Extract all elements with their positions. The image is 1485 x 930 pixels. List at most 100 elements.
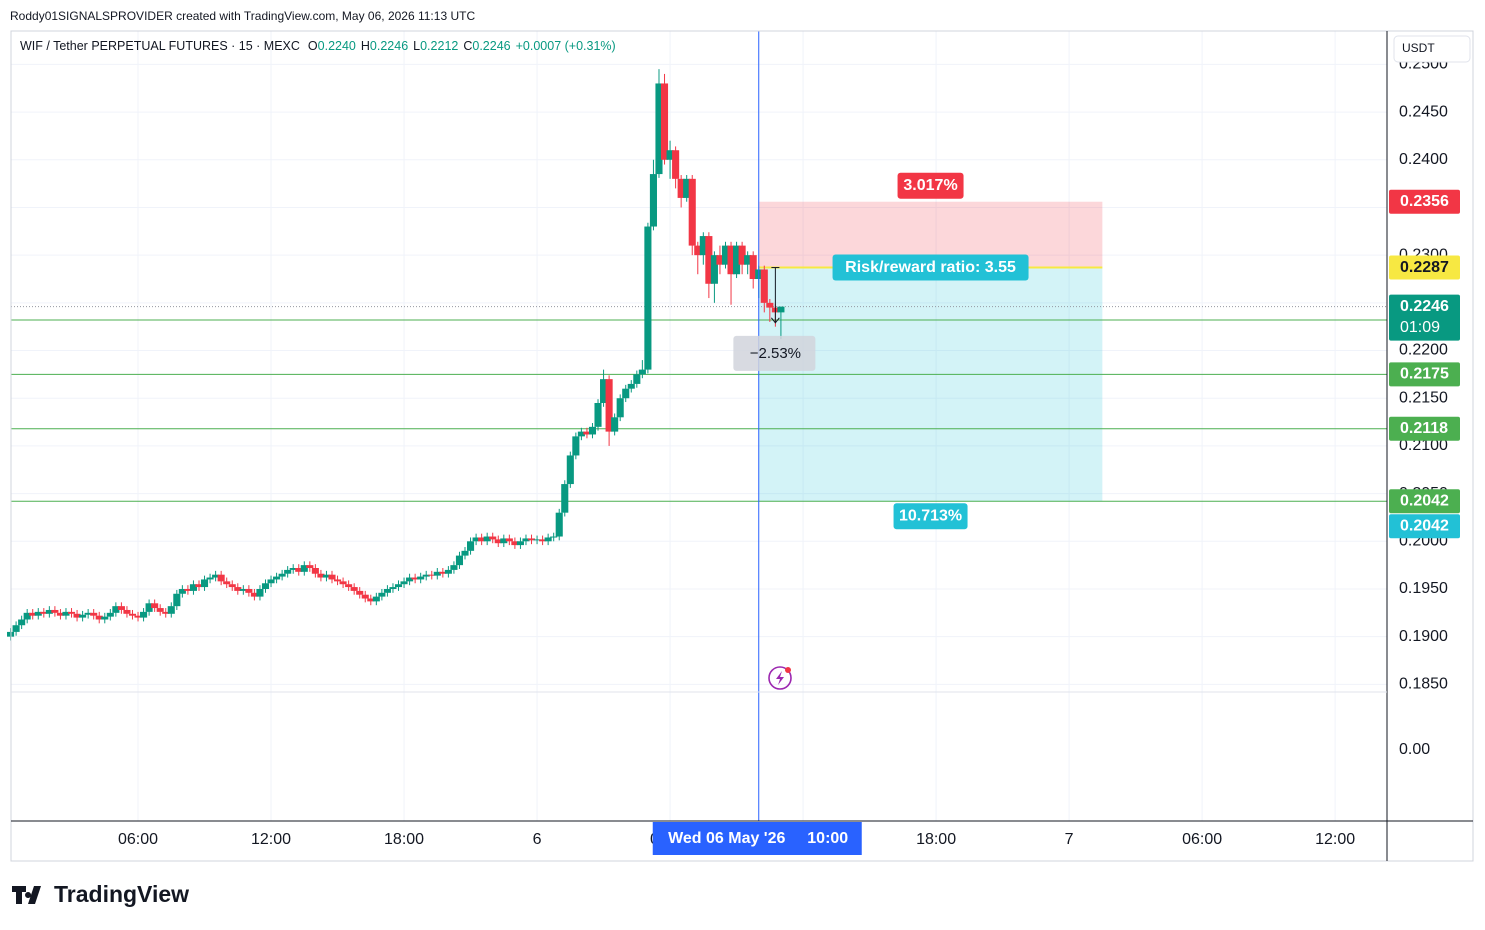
price-badge: [1389, 255, 1460, 280]
candle-body: [533, 539, 541, 541]
candle-body: [411, 577, 419, 580]
candle-body: [195, 584, 203, 588]
position-label: Risk/reward ratio: 3.55: [845, 259, 1016, 276]
ohlc-key: C: [463, 39, 472, 53]
y-tick-label: 0.1900: [1399, 628, 1448, 645]
candle-body: [84, 612, 92, 615]
candle-body: [311, 568, 319, 574]
candle-body: [588, 426, 597, 435]
candle-body: [45, 609, 53, 614]
x-tick-label: 12:00: [1315, 831, 1355, 848]
ohlc-value: 0.2246: [370, 39, 408, 53]
price-badge-label: 0.2175: [1400, 366, 1449, 383]
candle-body: [178, 588, 186, 594]
candle-body: [611, 417, 619, 432]
candle-body: [361, 594, 369, 599]
target-zone: [758, 267, 1103, 502]
price-badge: [1389, 189, 1460, 214]
candle-body: [566, 455, 574, 485]
brand: TradingView: [54, 881, 189, 907]
candle-body: [627, 383, 635, 389]
candle-body: [694, 245, 702, 256]
watermark: Roddy01SIGNALSPROVIDER created with Trad…: [10, 9, 475, 23]
x-tick-label: 06:00: [118, 831, 158, 848]
candle-body: [688, 178, 696, 246]
current-price-label: 0.2246: [1400, 298, 1449, 315]
candle-body: [555, 512, 563, 537]
alert-icon[interactable]: [768, 666, 792, 690]
candle-body: [394, 584, 403, 588]
candle-body: [184, 588, 192, 591]
candle-body: [439, 571, 447, 574]
ohlc-value: 0.2212: [420, 39, 458, 53]
candle-body: [450, 565, 458, 570]
candle-body: [339, 581, 347, 585]
candle-body: [572, 436, 580, 456]
candle-body: [561, 484, 569, 513]
candle-body: [489, 536, 497, 540]
price-badge-label: 0.2118: [1400, 420, 1448, 437]
candle-body: [317, 573, 325, 578]
candle-body: [733, 245, 741, 275]
candle-body: [300, 565, 308, 572]
ohlc-key: L: [413, 39, 420, 53]
x-tick-label: 12:00: [251, 831, 291, 848]
price-badge-label: 0.2042: [1400, 492, 1449, 509]
candle-body: [167, 606, 175, 614]
candle-body: [705, 236, 713, 284]
candle-body: [699, 236, 707, 256]
candle-body: [322, 574, 331, 578]
candle-body: [522, 538, 530, 542]
candle-body: [162, 611, 170, 614]
candle-body: [256, 588, 264, 597]
candle-body: [245, 588, 253, 593]
change: +0.0007 (+0.31%): [516, 39, 616, 53]
y-tick-label: 0.2100: [1399, 437, 1448, 454]
x-tick-label: 18:00: [916, 831, 956, 848]
y-tick-label: 0.00: [1399, 741, 1430, 758]
candle-body: [356, 590, 364, 595]
candle-body: [51, 609, 59, 613]
candle-body: [494, 539, 502, 544]
candle-body: [372, 596, 380, 602]
candle-body: [660, 83, 669, 160]
candle-body: [505, 538, 513, 542]
candle-body: [228, 584, 236, 588]
candle-body: [594, 402, 602, 427]
price-badge: [1389, 416, 1460, 441]
measure-arrow: [770, 317, 780, 324]
candle-body: [123, 609, 131, 614]
price-badge-label: 0.2356: [1400, 193, 1449, 210]
candle-body: [577, 431, 585, 437]
candle-body: [710, 255, 718, 284]
candle-body: [727, 245, 735, 275]
candle-body: [655, 83, 663, 175]
candle-body: [527, 538, 536, 541]
candle-body: [644, 226, 652, 370]
candle-body: [284, 569, 292, 574]
price-badge-label: 0.2042: [1400, 517, 1449, 534]
candle-body: [455, 555, 464, 566]
candle-body: [145, 603, 153, 612]
position-label-box: [893, 503, 968, 530]
candle-body: [422, 574, 430, 577]
y-tick-label: 0.2450: [1399, 103, 1448, 120]
symbol-line: WIF / Tether PERPETUAL FUTURES · 15 · ME…: [20, 39, 616, 53]
candle-body: [261, 583, 270, 589]
y-tick-label: 0.2400: [1399, 151, 1448, 168]
currency-box[interactable]: [1393, 35, 1471, 63]
x-tick-label: 18:00: [384, 831, 424, 848]
axis: 06:0012:0018:00606:0012:0018:00706:0012:…: [118, 56, 1460, 855]
candle-body: [62, 611, 70, 616]
candle-body: [200, 579, 209, 588]
candle-body: [112, 606, 120, 613]
candle-body: [345, 584, 353, 588]
candle-body: [34, 611, 42, 616]
candle-body: [79, 614, 87, 618]
ohlc-key: H: [361, 39, 370, 53]
candle-body: [478, 537, 486, 542]
plot: [7, 69, 1387, 641]
y-tick-label: 0.1950: [1399, 580, 1448, 597]
candle-body: [433, 571, 441, 576]
candle-body: [206, 577, 214, 580]
